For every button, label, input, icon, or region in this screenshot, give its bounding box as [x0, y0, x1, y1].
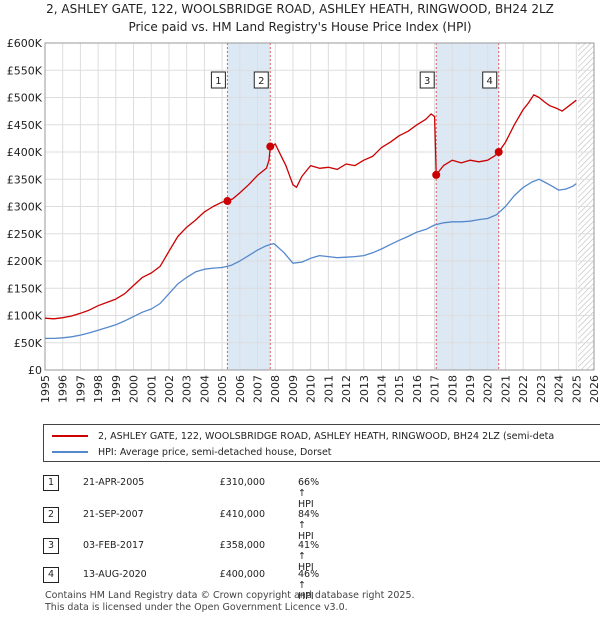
x-tick-label: 2008: [269, 375, 282, 403]
legend: 2, ASHLEY GATE, 122, WOOLSBRIDGE ROAD, A…: [43, 424, 600, 462]
x-tick-label: 2012: [340, 375, 353, 403]
y-tick-label: £0: [28, 364, 42, 377]
legend-swatch-hpi: [52, 451, 88, 453]
x-tick-label: 2024: [553, 375, 566, 403]
y-tick-label: £200K: [7, 255, 43, 268]
x-tick-label: 2001: [145, 375, 158, 403]
y-tick-label: £300K: [7, 201, 43, 214]
transaction-hpi: 46% ↑ HPI: [298, 569, 320, 602]
x-tick-label: 2004: [198, 375, 211, 403]
marker-label: 4: [487, 76, 493, 87]
marker-box: [419, 71, 435, 89]
x-tick-label: 2015: [393, 375, 406, 403]
x-tick-label: 2016: [411, 375, 424, 403]
x-tick-label: 1999: [110, 375, 123, 403]
x-tick-label: 2003: [181, 375, 194, 403]
x-tick-label: 2007: [252, 375, 265, 403]
y-tick-label: £350K: [7, 173, 43, 186]
sale-point: [494, 148, 503, 156]
marker-box: [253, 71, 269, 89]
sale-point: [432, 170, 441, 179]
transaction-price: £410,000: [219, 509, 265, 520]
transaction-hpi: 84% ↑ HPI: [298, 509, 320, 542]
y-tick-label: £500K: [7, 92, 43, 105]
x-tick-label: 2014: [375, 375, 388, 403]
price-chart: £0 £50K £100K £150K £200K £250K £300K £350K £400…: [7, 37, 600, 403]
x-tick-label: 2006: [234, 375, 247, 403]
transaction-number: 1: [43, 475, 59, 491]
x-tick-label: 2002: [163, 375, 176, 403]
x-tick-label: 1998: [92, 375, 105, 403]
transaction-date: 13-AUG-2020: [83, 569, 147, 580]
transaction-price: £400,000: [219, 569, 265, 580]
x-tick-label: 2010: [305, 375, 318, 403]
y-tick-label: £100K: [7, 310, 43, 323]
marker-label: 1: [215, 76, 221, 87]
marker-label: 2: [258, 76, 264, 87]
legend-label-property: 2, ASHLEY GATE, 122, WOOLSBRIDGE ROAD, A…: [98, 430, 555, 442]
series-line-hpi: [45, 178, 577, 340]
y-tick-label: £450K: [7, 119, 43, 132]
x-tick-label: 1996: [57, 375, 70, 403]
x-tick-label: 2000: [128, 375, 141, 403]
transaction-hpi: 66% ↑ HPI: [298, 477, 320, 510]
x-tick-label: 1995: [39, 375, 52, 403]
x-tick-label: 2005: [216, 375, 229, 403]
sale-point: [223, 197, 232, 206]
transaction-price: £310,000: [219, 477, 265, 488]
legend-swatch-property: [52, 435, 88, 437]
y-tick-label: £550K: [7, 64, 43, 77]
sale-point: [266, 142, 275, 151]
legend-label-hpi: HPI: Average price, semi-detached house,…: [98, 446, 332, 458]
transaction-number: 2: [43, 507, 59, 523]
x-tick-label: 2011: [322, 375, 335, 403]
chart-title-line1: 2, ASHLEY GATE, 122, WOOLSBRIDGE ROAD, A…: [46, 2, 554, 16]
marker-label: 3: [424, 76, 430, 87]
transaction-date: 21-SEP-2007: [83, 509, 144, 520]
transaction-number: 3: [43, 538, 59, 554]
x-tick-label: 2025: [570, 375, 583, 403]
x-tick-label: 2022: [517, 375, 530, 403]
x-tick-label: 2009: [287, 375, 300, 403]
legend-item-hpi: HPI: Average price, semi-detached house,…: [52, 444, 332, 460]
transaction-date: 21-APR-2005: [83, 477, 145, 488]
x-tick-label: 1997: [74, 375, 87, 403]
x-tick-label: 2021: [499, 375, 512, 403]
chart-title-line2: Price paid vs. HM Land Registry's House …: [128, 20, 472, 34]
legend-item-property: 2, ASHLEY GATE, 122, WOOLSBRIDGE ROAD, A…: [52, 428, 554, 444]
x-tick-label: 2026: [588, 375, 600, 403]
marker-box: [210, 71, 226, 89]
footer-copyright: Contains HM Land Registry data © Crown c…: [45, 590, 415, 601]
y-tick-label: £150K: [7, 282, 43, 295]
transaction-hpi: 41% ↑ HPI: [298, 540, 320, 573]
x-tick-label: 2020: [482, 375, 495, 403]
x-tick-label: 2018: [446, 375, 459, 403]
x-tick-label: 2017: [429, 375, 442, 403]
y-tick-label: £50K: [14, 337, 43, 350]
y-tick-label: £600K: [7, 37, 43, 50]
y-tick-label: £250K: [7, 228, 43, 241]
plot-frame: [44, 42, 595, 371]
transaction-price: £358,000: [219, 540, 265, 551]
transaction-date: 03-FEB-2017: [83, 540, 145, 551]
x-tick-label: 2023: [535, 375, 548, 403]
x-tick-label: 2019: [464, 375, 477, 403]
transaction-number: 4: [43, 567, 59, 583]
footer-licence: This data is licensed under the Open Gov…: [45, 602, 348, 613]
marker-box: [482, 71, 498, 89]
x-tick-label: 2013: [358, 375, 371, 403]
y-tick-label: £400K: [7, 146, 43, 159]
